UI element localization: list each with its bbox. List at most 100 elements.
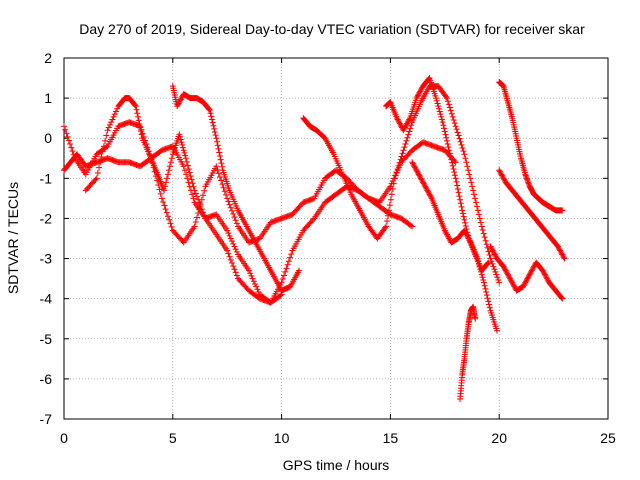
data-point (469, 183, 476, 190)
data-point (183, 158, 190, 165)
data-point (499, 173, 506, 180)
data-point (439, 119, 446, 126)
data-point (206, 107, 213, 114)
data-point (215, 145, 222, 152)
data-point (453, 126, 460, 133)
data-point (216, 153, 223, 160)
data-point (524, 275, 531, 282)
data-point (444, 232, 451, 239)
data-point (212, 132, 219, 139)
data-point (401, 124, 408, 131)
data-point (496, 167, 503, 174)
data-point (282, 268, 289, 275)
data-point (397, 156, 404, 163)
data-point (111, 111, 118, 118)
grid-layer (64, 58, 608, 419)
data-point (417, 87, 424, 94)
data-point (414, 93, 421, 100)
data-point (168, 155, 175, 162)
data-point (445, 234, 452, 241)
data-point (478, 223, 485, 230)
data-point (104, 127, 111, 134)
data-point (556, 246, 563, 253)
data-point (196, 199, 203, 206)
data-point (427, 192, 434, 199)
data-point (509, 280, 516, 287)
data-point (443, 95, 450, 102)
data-point (99, 148, 106, 155)
data-point (496, 168, 503, 175)
data-point (484, 295, 491, 302)
data-point (158, 195, 165, 202)
data-point (486, 304, 493, 311)
series-track-g (409, 159, 501, 334)
x-tick-label: 10 (274, 430, 290, 446)
data-point (543, 274, 550, 281)
data-point (67, 141, 74, 148)
data-point (93, 175, 100, 182)
data-point (412, 164, 419, 171)
data-point (61, 123, 67, 130)
data-point (467, 238, 474, 245)
data-point (457, 138, 464, 145)
data-point (233, 220, 240, 227)
data-point (495, 276, 502, 283)
data-point (446, 104, 453, 111)
data-point (180, 163, 187, 170)
data-point (493, 271, 500, 278)
data-point (436, 108, 443, 115)
data-point (540, 268, 547, 275)
data-point (178, 95, 185, 102)
y-tick-label: 0 (44, 130, 52, 146)
data-point (137, 128, 144, 135)
data-point (502, 266, 509, 273)
data-point (480, 276, 487, 283)
data-point (509, 279, 516, 286)
data-point (231, 214, 238, 221)
data-point (472, 315, 479, 322)
series-outlier-drop (457, 303, 479, 402)
data-point (384, 212, 391, 219)
data-point (433, 97, 440, 104)
data-point (541, 270, 548, 277)
data-point (490, 263, 497, 270)
data-point (456, 193, 463, 200)
data-point (481, 234, 488, 241)
data-point (494, 327, 501, 334)
data-point (488, 244, 495, 251)
data-point (405, 131, 412, 138)
data-point (211, 125, 218, 132)
data-point (497, 169, 504, 176)
data-point (462, 223, 469, 230)
data-point (501, 176, 508, 183)
y-tick-label: -5 (40, 331, 53, 347)
data-point (403, 121, 410, 128)
data-point (221, 188, 228, 195)
data-point (163, 179, 170, 186)
data-point (483, 292, 490, 299)
data-point (396, 159, 403, 166)
y-tick-label: -3 (40, 251, 53, 267)
data-point (520, 282, 527, 289)
data-point (209, 119, 216, 126)
data-point (296, 267, 303, 274)
data-point (522, 279, 529, 286)
data-point (398, 153, 405, 160)
data-point (252, 280, 259, 287)
data-point (417, 173, 424, 180)
data-point (391, 175, 398, 182)
data-point (180, 147, 187, 154)
data-point (161, 202, 168, 209)
data-point (225, 230, 232, 237)
data-point (464, 232, 471, 239)
data-point (193, 214, 200, 221)
data-point (255, 288, 262, 295)
data-point (480, 279, 487, 286)
data-point (254, 286, 261, 293)
data-point (466, 171, 473, 178)
data-point (463, 159, 470, 166)
y-tick-label: -1 (40, 170, 53, 186)
data-point (507, 275, 514, 282)
data-point (500, 263, 507, 270)
data-point (232, 246, 239, 253)
